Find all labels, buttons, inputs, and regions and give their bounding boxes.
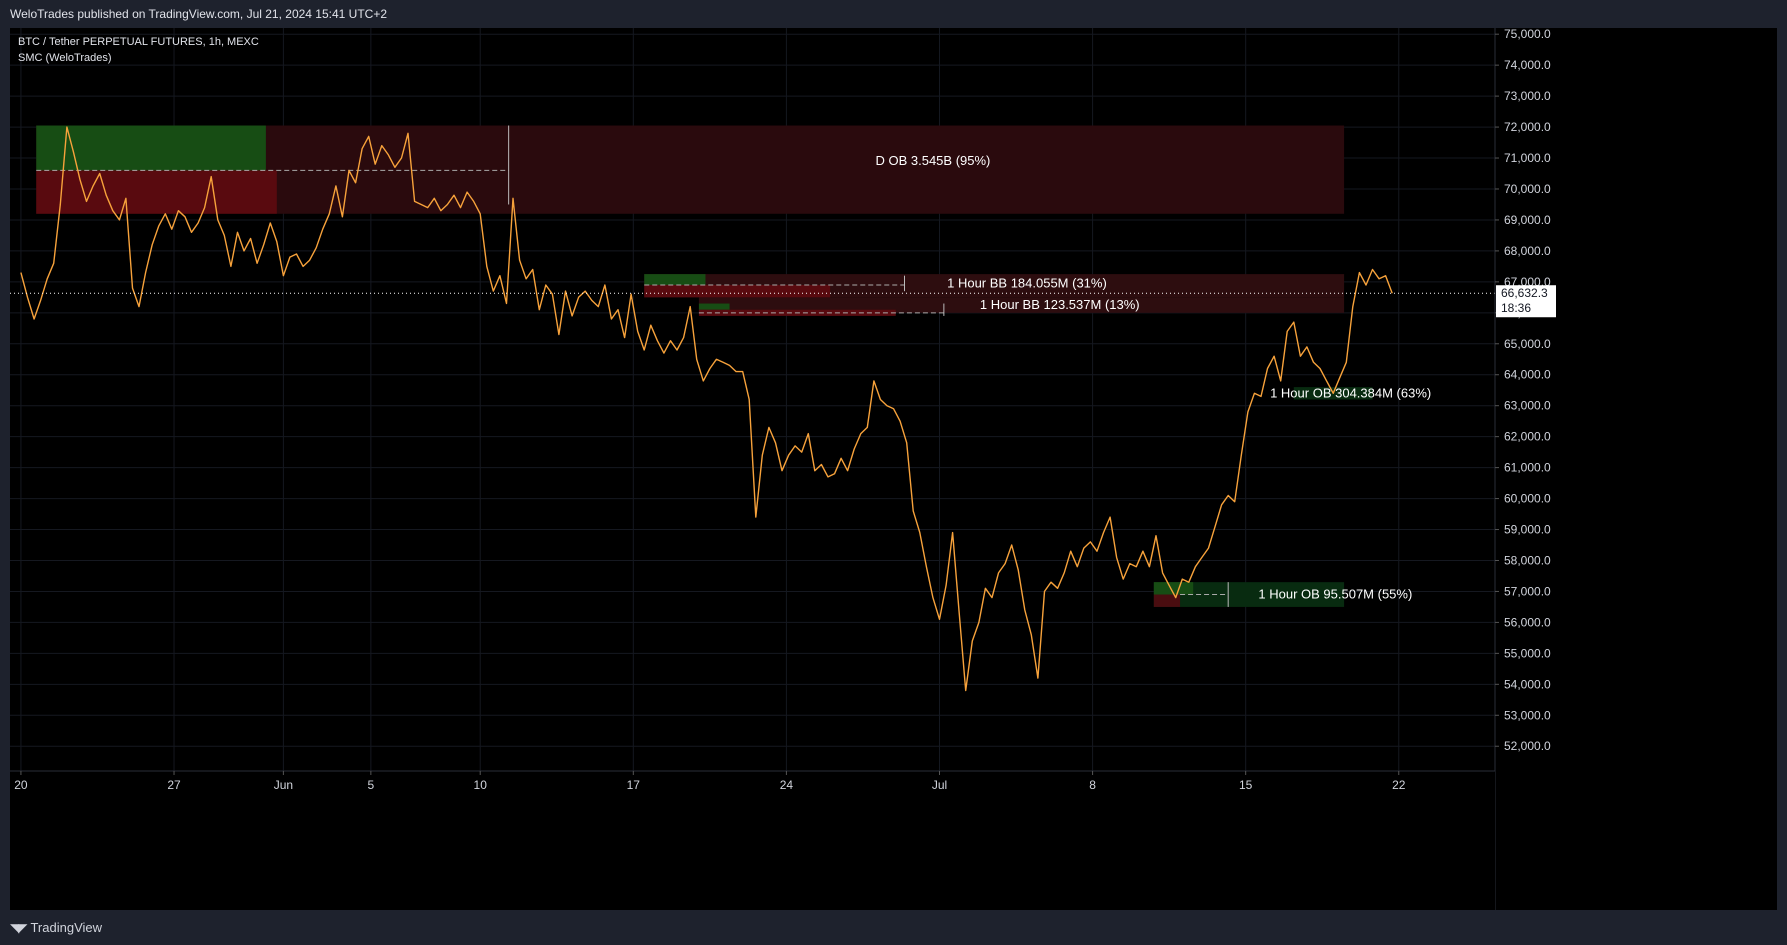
price-axis-label: 52,000.0: [1504, 739, 1551, 753]
zone-label: 1 Hour OB 95.507M (55%): [1258, 587, 1412, 602]
published-text: WeloTrades published on TradingView.com,…: [10, 7, 388, 21]
current-price-countdown: 18:36: [1501, 301, 1531, 315]
tradingview-brand[interactable]: ◥◤ TradingView: [10, 920, 102, 935]
zone-label: 1 Hour OB 304.384M (63%): [1270, 385, 1431, 400]
indicator-title[interactable]: SMC (WeloTrades): [18, 52, 112, 64]
price-axis-label: 63,000.0: [1504, 399, 1551, 413]
time-axis-label: Jul: [932, 778, 947, 792]
time-axis-label: 5: [368, 778, 375, 792]
price-axis-label: 55,000.0: [1504, 646, 1551, 660]
price-axis-label: 68,000.0: [1504, 244, 1551, 258]
price-axis-label: 59,000.0: [1504, 523, 1551, 537]
time-axis-background: [10, 771, 1495, 910]
time-axis-label: Jun: [274, 778, 293, 792]
footer-bar: ◥◤ TradingView: [0, 910, 1787, 945]
time-axis-label: 27: [167, 778, 181, 792]
price-axis-label: 57,000.0: [1504, 584, 1551, 598]
price-axis-label: 58,000.0: [1504, 553, 1551, 567]
price-axis-background: [1495, 28, 1777, 910]
symbol-title[interactable]: BTC / Tether PERPETUAL FUTURES, 1h, MEXC: [18, 36, 259, 48]
price-axis-label: 69,000.0: [1504, 213, 1551, 227]
zone-box[interactable]: [698, 297, 1345, 313]
zone-accent-green: [698, 303, 730, 310]
brand-label: TradingView: [30, 920, 103, 935]
published-header: WeloTrades published on TradingView.com,…: [0, 0, 1787, 28]
time-axis-label: 22: [1392, 778, 1406, 792]
price-axis-label: 75,000.0: [1504, 28, 1551, 41]
price-axis-label: 65,000.0: [1504, 337, 1551, 351]
zone-label: D OB 3.545B (95%): [875, 153, 990, 168]
time-axis-label: 10: [474, 778, 488, 792]
chart-legend: BTC / Tether PERPETUAL FUTURES, 1h, MEXC…: [18, 34, 259, 66]
price-axis-label: 56,000.0: [1504, 615, 1551, 629]
zone-accent-red: [36, 170, 277, 214]
price-axis-label: 62,000.0: [1504, 430, 1551, 444]
chart-panel[interactable]: D OB 3.545B (95%) 1 Hour BB 184.055M (31%…: [10, 28, 1777, 910]
time-axis-label: 15: [1239, 778, 1253, 792]
tradingview-logo-icon: ◥◤: [10, 920, 27, 935]
price-axis-label: 61,000.0: [1504, 461, 1551, 475]
zone-accent-green: [36, 125, 266, 171]
price-axis-label: 53,000.0: [1504, 708, 1551, 722]
price-series-line[interactable]: [20, 126, 1393, 692]
zone-label: 1 Hour BB 184.055M (31%): [947, 275, 1107, 290]
price-axis-label: 74,000.0: [1504, 58, 1551, 72]
price-axis-label: 72,000.0: [1504, 120, 1551, 134]
price-axis-label: 70,000.0: [1504, 182, 1551, 196]
zone-accent-red: [644, 284, 831, 298]
zone-accent-green: [1153, 582, 1194, 595]
zone-accent-red: [1153, 594, 1181, 607]
price-axis-label: 54,000.0: [1504, 677, 1551, 691]
price-axis-label: 73,000.0: [1504, 89, 1551, 103]
price-axis-label: 71,000.0: [1504, 151, 1551, 165]
price-chart[interactable]: D OB 3.545B (95%) 1 Hour BB 184.055M (31%…: [10, 28, 1777, 910]
price-axis-label: 64,000.0: [1504, 368, 1551, 382]
zone-accent-green: [644, 274, 706, 285]
price-axis-label: 60,000.0: [1504, 492, 1551, 506]
zone-label: 1 Hour BB 123.537M (13%): [980, 297, 1140, 312]
time-axis-label: 24: [780, 778, 794, 792]
time-axis-label: 20: [14, 778, 28, 792]
current-price-value: 66,632.3: [1501, 286, 1548, 300]
time-axis-label: 8: [1089, 778, 1096, 792]
time-axis-label: 17: [627, 778, 641, 792]
current-price-tag[interactable]: [1496, 285, 1556, 318]
